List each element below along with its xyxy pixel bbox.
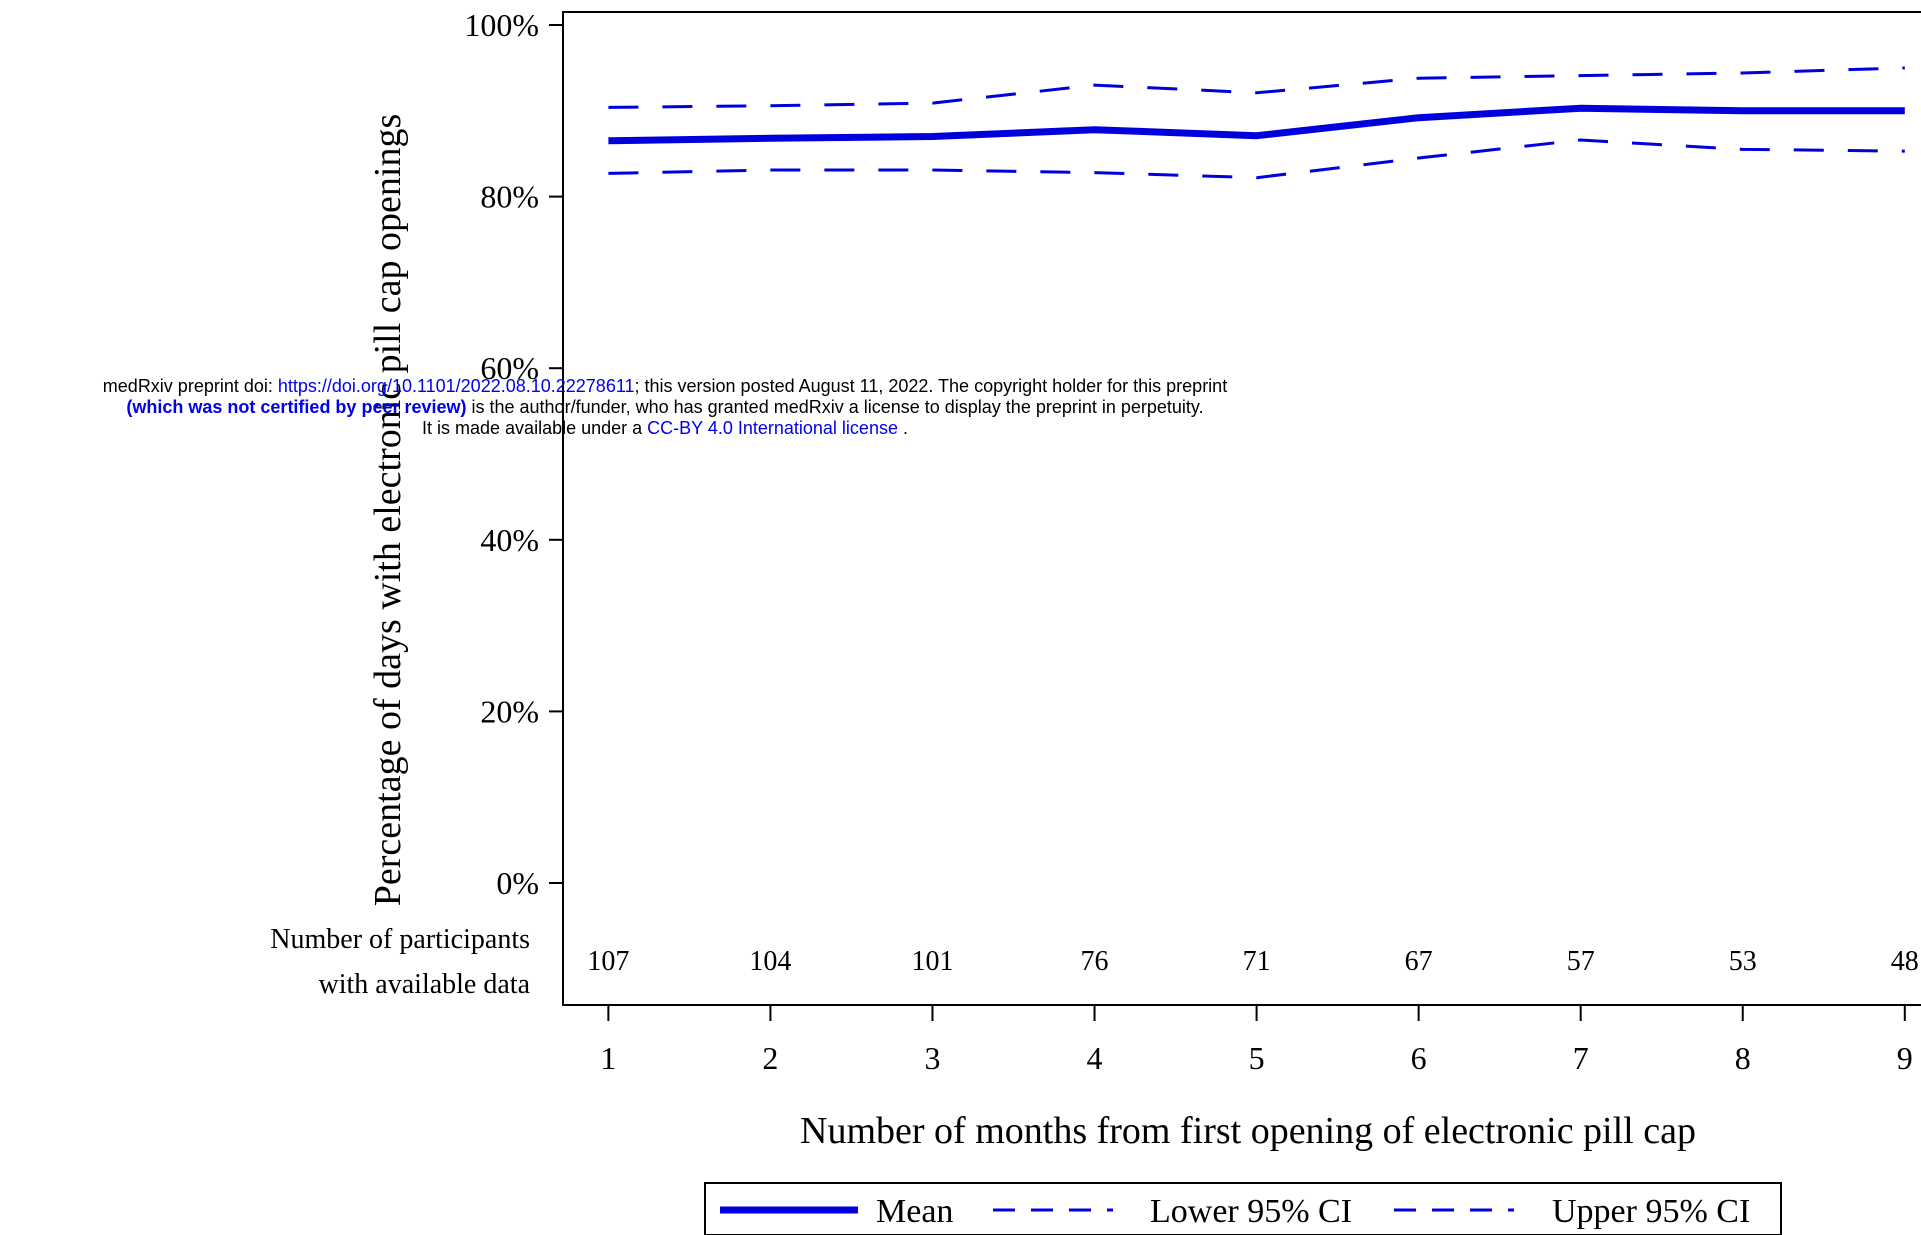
y-axis-title: Percentage of days with electronic pill … [367, 114, 409, 906]
x-tick-label: 2 [762, 1040, 778, 1076]
x-tick-label: 3 [924, 1040, 940, 1076]
banner-license-note: is the author/funder, who has granted me… [466, 397, 1204, 417]
series-layer [608, 66, 1905, 180]
banner-line-2: (which was not certified by peer review)… [0, 397, 1330, 418]
participant-count: 48 [1891, 946, 1919, 977]
legend: Mean Lower 95% CI Upper 95% CI [704, 1182, 1782, 1235]
x-tick-label: 4 [1087, 1040, 1103, 1076]
y-tick-label: 0% [496, 865, 539, 901]
legend-box [704, 1182, 1782, 1235]
license-link[interactable]: CC-BY 4.0 International license [647, 418, 898, 438]
participant-count: 71 [1243, 946, 1271, 977]
legend-label-lower: Lower 95% CI [1150, 1193, 1352, 1230]
participant-count: 57 [1567, 946, 1595, 977]
participant-count: 76 [1081, 946, 1109, 977]
x-tick-label: 6 [1411, 1040, 1427, 1076]
x-axis-ticks: 1 2 3 4 5 6 7 8 9 [600, 1005, 1913, 1076]
x-tick-label: 7 [1573, 1040, 1589, 1076]
x-axis-title: Number of months from first opening of e… [800, 1110, 1696, 1152]
legend-label-upper: Upper 95% CI [1552, 1193, 1750, 1230]
participant-counts: 107 104 101 76 71 67 57 53 48 [587, 946, 1918, 977]
participants-label-line1: Number of participants [270, 924, 530, 955]
x-tick-label: 5 [1249, 1040, 1265, 1076]
preprint-banner: medRxiv preprint doi: https://doi.org/10… [0, 376, 1330, 439]
y-tick-label: 60% [480, 350, 539, 386]
banner-line-3: It is made available under a CC-BY 4.0 I… [0, 418, 1330, 439]
x-tick-label: 1 [600, 1040, 616, 1076]
banner-peer-review-note: (which was not certified by peer review) [126, 397, 467, 417]
banner-line-1: medRxiv preprint doi: https://doi.org/10… [0, 376, 1330, 397]
x-tick-label: 9 [1897, 1040, 1913, 1076]
y-tick-label: 40% [480, 522, 539, 558]
participant-count: 104 [749, 946, 791, 977]
banner-doi-prefix: medRxiv preprint doi: [102, 376, 278, 396]
participant-count: 53 [1729, 946, 1757, 977]
y-tick-label: 20% [480, 693, 539, 729]
y-tick-label: 100% [464, 7, 539, 43]
series-line-lower-95-ci [608, 138, 1905, 180]
y-tick-label: 80% [480, 179, 539, 215]
banner-doi-suffix: ; this version posted August 11, 2022. T… [634, 376, 1228, 396]
series-line-upper-95-ci [608, 66, 1905, 109]
banner-license-prefix: It is made available under a [422, 418, 648, 438]
participants-label-line2: with available data [319, 969, 531, 1000]
plot-frame [562, 11, 1921, 1006]
plot-frame-line [562, 11, 1921, 1006]
banner-license-suffix: . [897, 418, 908, 438]
participant-count: 101 [911, 946, 953, 977]
participant-count: 107 [587, 946, 629, 977]
participant-count: 67 [1405, 946, 1433, 977]
doi-link[interactable]: https://doi.org/10.1101/2022.08.10.22278… [277, 376, 635, 396]
y-axis-ticks: 0% 20% 40% 60% 80% 100% [464, 7, 563, 901]
series-line-mean [608, 104, 1905, 145]
x-tick-label: 8 [1735, 1040, 1751, 1076]
legend-label-mean: Mean [876, 1193, 953, 1230]
